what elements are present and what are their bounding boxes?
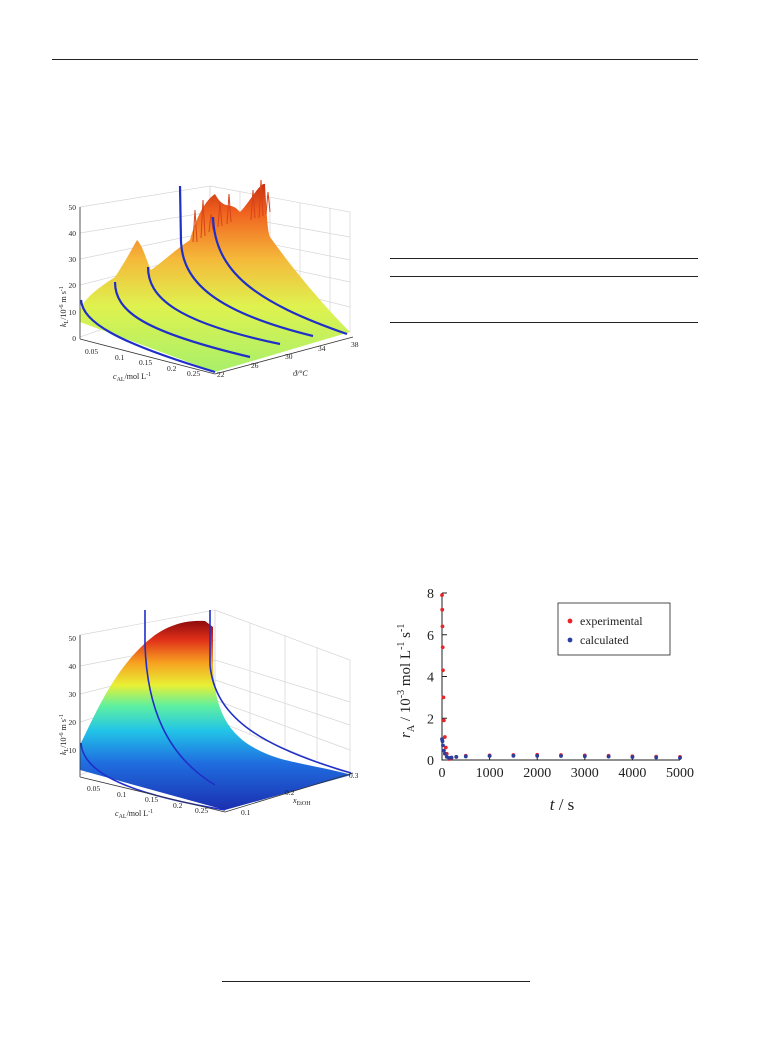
table-mid-rule [390, 276, 698, 277]
scatter-point-calculated [441, 743, 445, 748]
fig1-xtick-1: 0.1 [115, 353, 125, 362]
fig2-ztick-0: 0.1 [241, 808, 251, 817]
scatter-point-calculated [454, 754, 459, 759]
scatter-point-experimental [440, 624, 445, 629]
scatter-point-experimental [441, 668, 445, 673]
scatter-point-calculated [487, 754, 492, 758]
fig1-ztick-2: 30 [285, 352, 293, 361]
scatter-point-experimental [442, 718, 446, 723]
fig1-surface [80, 183, 350, 372]
scatter-point-calculated [440, 739, 445, 744]
scatter-point-calculated [654, 755, 659, 760]
fig1-ytick-4: 40 [69, 229, 77, 238]
fig1-ytick-0: 0 [72, 334, 76, 343]
scatter-y-tick-label: 8 [427, 587, 434, 602]
fig2-ztick-1: 0.2 [285, 788, 295, 797]
fig1-xtick-2: 0.15 [139, 358, 152, 367]
scatter-x-tick-label: 1000 [476, 766, 504, 781]
scatter-point-experimental [443, 745, 448, 750]
fig2-ylabel: kL/10-6 m s-1 [59, 714, 70, 755]
scatter-point-calculated [559, 754, 563, 758]
footnote-rule [222, 981, 530, 982]
fig2-xlabel: cAL/mol L-1 [115, 809, 153, 820]
fig2-zlabel: xEtOH [292, 796, 311, 807]
scatter-point-calculated [582, 754, 587, 759]
scatter-point-calculated [463, 754, 468, 759]
fig2-ytick-4: 50 [69, 634, 77, 643]
fig2-ytick-2: 30 [69, 690, 77, 699]
scatter-x-tick-label: 5000 [666, 766, 694, 781]
scatter-point-experimental [442, 735, 447, 739]
fig2-xtick-4: 0.25 [195, 806, 208, 815]
fig2-xtick-3: 0.2 [173, 801, 183, 810]
figure-1-surface-temperature: 0 10 20 30 40 50 kL/10-6 m s-1 0.05 0.1 … [59, 179, 359, 383]
scatter-y-tick-label: 6 [427, 629, 434, 644]
scatter-point-calculated [630, 755, 635, 759]
scatter-y-tick-label: 4 [427, 671, 434, 686]
fig1-ylabel: kL/10-6 m s-1 [59, 286, 70, 327]
fig1-ztick-0: 22 [217, 370, 225, 379]
scatter-point-calculated [442, 751, 447, 756]
fig1-zlabel: ϑ/°C [293, 369, 308, 378]
fig1-ytick-2: 20 [69, 281, 77, 290]
header-rule [52, 59, 698, 60]
scatter-x-tick-label: 4000 [618, 766, 646, 781]
fig1-ytick-1: 10 [69, 308, 77, 317]
scatter-x-ticks: 0 1000 2000 3000 4000 5000 [439, 755, 694, 781]
scatter-point-calculated [511, 753, 516, 758]
fig1-ztick-1: 26 [251, 361, 259, 370]
scatter-x-tick-label: 3000 [571, 766, 599, 781]
fig2-xtick-1: 0.1 [117, 790, 127, 799]
fig1-xlabel: cAL/mol L-1 [113, 372, 151, 383]
fig1-ytick-5: 50 [69, 203, 77, 212]
scatter-legend: experimental calculated [557, 602, 671, 656]
table-bottom-rule [390, 322, 698, 323]
scatter-point-calculated [535, 753, 540, 758]
fig1-ztick-4: 38 [351, 340, 359, 349]
scatter-point-experimental [441, 695, 446, 700]
scatter-x-tick-label: 0 [439, 766, 446, 781]
scatter-point-calculated [442, 748, 446, 753]
fig2-ytick-3: 40 [69, 662, 77, 671]
fig1-xtick-0: 0.05 [85, 347, 98, 356]
scatter-point-experimental [440, 645, 445, 650]
scatter-point-calculated [678, 756, 682, 760]
scatter-y-ticks: 0 2 4 6 8 [427, 587, 447, 769]
fig2-ytick-0: 10 [69, 746, 77, 755]
fig1-spikes [192, 179, 271, 243]
scatter-ylabel: rA / 10-3 mol L-1 s-1 [396, 624, 417, 738]
scatter-x-tick-label: 2000 [523, 766, 551, 781]
figure-2-surface-ethanol: 10 20 30 40 50 kL/10-6 m s-1 0.05 0.1 0.… [59, 609, 359, 820]
legend-marker-calculated [567, 637, 573, 643]
fig1-ztick-3: 34 [318, 344, 326, 353]
legend-calculated: calculated [580, 633, 629, 647]
scatter-point-experimental [440, 593, 444, 597]
scatter-point-calculated [606, 754, 611, 759]
fig2-ytick-1: 20 [69, 718, 77, 727]
legend-marker-experimental [567, 618, 573, 624]
fig1-xtick-3: 0.2 [167, 364, 177, 373]
scatter-y-tick-label: 0 [427, 754, 434, 769]
fig2-xtick-0: 0.05 [87, 784, 100, 793]
fig1-xtick-4: 0.25 [187, 369, 200, 378]
figure-3-rate-vs-time-chart: 0 1000 2000 3000 4000 5000 0 2 4 6 8 experimental… [396, 587, 694, 814]
scatter-point-experimental [440, 607, 445, 612]
table-top-rule [390, 258, 698, 259]
scatter-xlabel: t / s [550, 795, 575, 814]
fig2-surface [80, 620, 351, 810]
fig2-xtick-2: 0.15 [145, 795, 158, 804]
fig1-isolines [79, 185, 348, 374]
scatter-point-calculated [449, 755, 454, 760]
scatter-y-tick-label: 2 [427, 712, 434, 727]
fig2-ztick-2: 0.3 [349, 771, 359, 780]
legend-experimental: experimental [580, 614, 643, 628]
fig1-ytick-3: 30 [69, 255, 77, 264]
